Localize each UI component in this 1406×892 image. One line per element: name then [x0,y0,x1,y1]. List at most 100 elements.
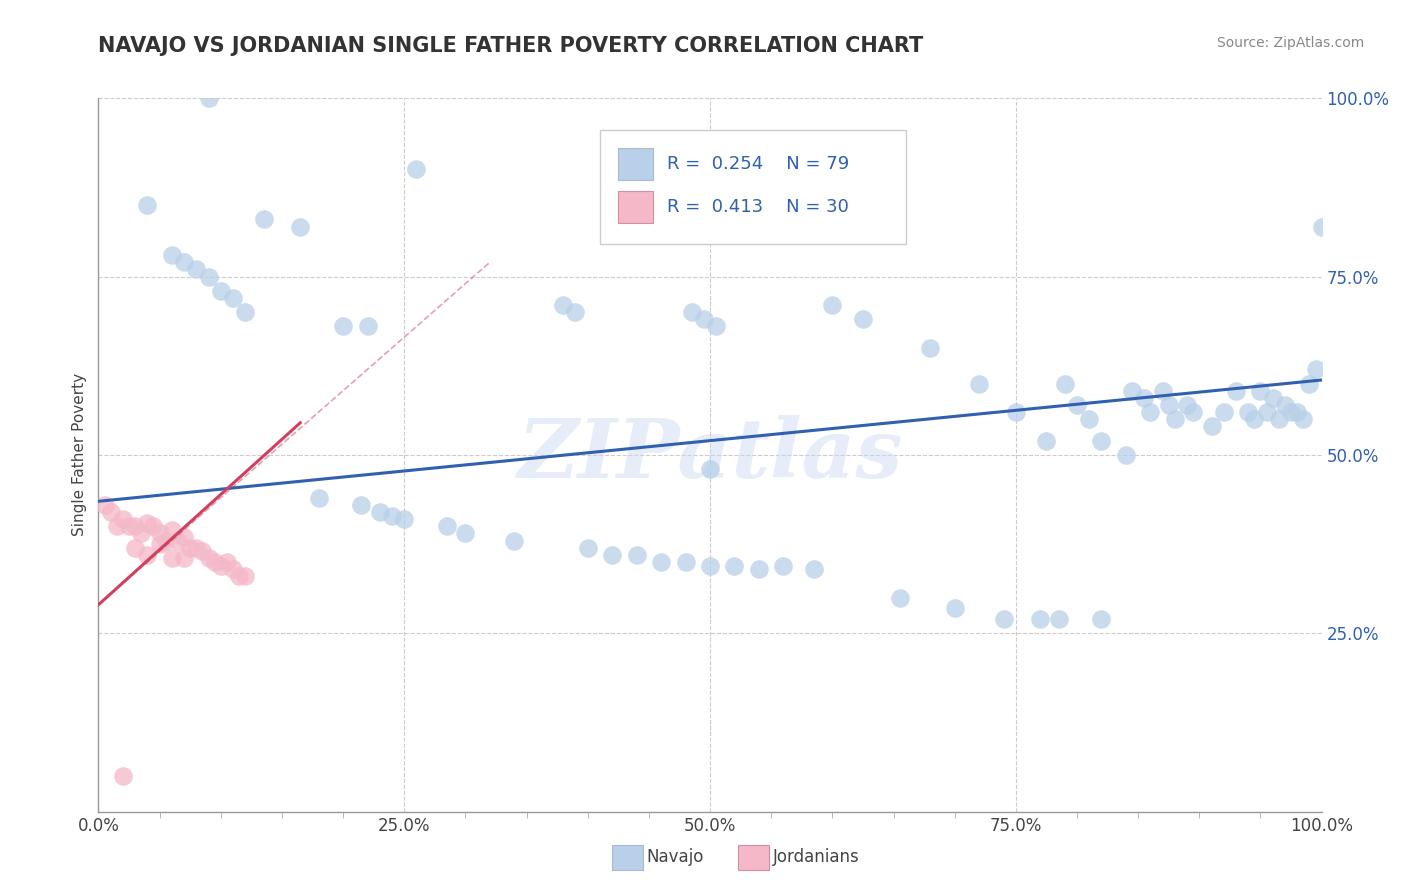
Point [772,558,794,573]
Point [149,537,172,551]
Point [142,519,165,533]
Point [553,298,575,312]
Point [852,312,875,326]
Point [118,519,141,533]
FancyBboxPatch shape [619,191,652,223]
Point [1225,384,1247,398]
Point [290,219,312,234]
Point [693,312,716,326]
Point [1152,384,1174,398]
Point [1279,405,1302,419]
Point [160,248,183,262]
Point [160,523,183,537]
Point [1256,405,1278,419]
Point [821,298,844,312]
Point [1201,419,1223,434]
Point [222,291,245,305]
Point [368,505,391,519]
Point [136,516,159,530]
Point [136,198,159,212]
Point [233,569,256,583]
Point [576,541,599,555]
Point [1078,412,1101,426]
Point [155,533,177,548]
Point [332,319,354,334]
Point [704,319,727,334]
Point [93,498,115,512]
Point [1292,412,1315,426]
Point [1274,398,1296,412]
Point [1133,391,1156,405]
Point [100,505,122,519]
Point [136,548,159,562]
Point [681,305,703,319]
Point [186,541,208,555]
Point [1066,398,1088,412]
Point [1261,391,1284,405]
Point [222,562,245,576]
Point [889,591,911,605]
Point [943,601,966,615]
Point [160,551,183,566]
Text: Jordanians: Jordanians [773,848,860,866]
Point [626,548,648,562]
Point [252,212,274,227]
Point [1090,434,1112,448]
Point [993,612,1015,626]
Point [1139,405,1161,419]
Text: R =  0.413    N = 30: R = 0.413 N = 30 [668,198,849,216]
Point [1249,384,1271,398]
Point [1090,612,1112,626]
Text: Source: ZipAtlas.com: Source: ZipAtlas.com [1216,36,1364,50]
Point [129,526,152,541]
FancyBboxPatch shape [600,130,905,244]
Point [381,508,404,523]
Point [1298,376,1320,391]
Point [1047,612,1070,626]
Point [1121,384,1143,398]
Point [308,491,330,505]
Point [405,162,427,177]
Point [197,91,219,105]
Point [1268,412,1291,426]
Point [699,558,721,573]
Text: Navajo: Navajo [647,848,704,866]
Point [215,555,238,569]
Point [920,341,942,355]
Point [675,555,697,569]
Point [1237,405,1260,419]
Point [650,555,672,569]
Point [1157,398,1180,412]
Point [197,269,219,284]
Point [1212,405,1234,419]
Point [124,519,146,533]
Text: ZIPatlas: ZIPatlas [517,415,903,495]
Point [197,551,219,566]
Point [1035,434,1057,448]
Point [209,284,232,298]
Point [149,526,172,541]
Point [233,305,256,319]
Point [356,319,378,334]
Point [454,526,477,541]
Point [436,519,458,533]
Point [1053,376,1076,391]
Point [350,498,373,512]
Point [503,533,526,548]
Point [1004,405,1026,419]
Point [803,562,825,576]
Point [967,376,990,391]
Point [1115,448,1137,462]
Point [209,558,232,573]
Point [699,462,721,476]
Point [228,569,250,583]
Point [1310,219,1333,234]
Y-axis label: Single Father Poverty: Single Father Poverty [72,374,87,536]
Point [191,544,214,558]
Point [1182,405,1205,419]
Point [186,262,208,277]
Point [1175,398,1198,412]
FancyBboxPatch shape [619,148,652,180]
Point [124,541,146,555]
Text: NAVAJO VS JORDANIAN SINGLE FATHER POVERTY CORRELATION CHART: NAVAJO VS JORDANIAN SINGLE FATHER POVERT… [98,36,924,55]
